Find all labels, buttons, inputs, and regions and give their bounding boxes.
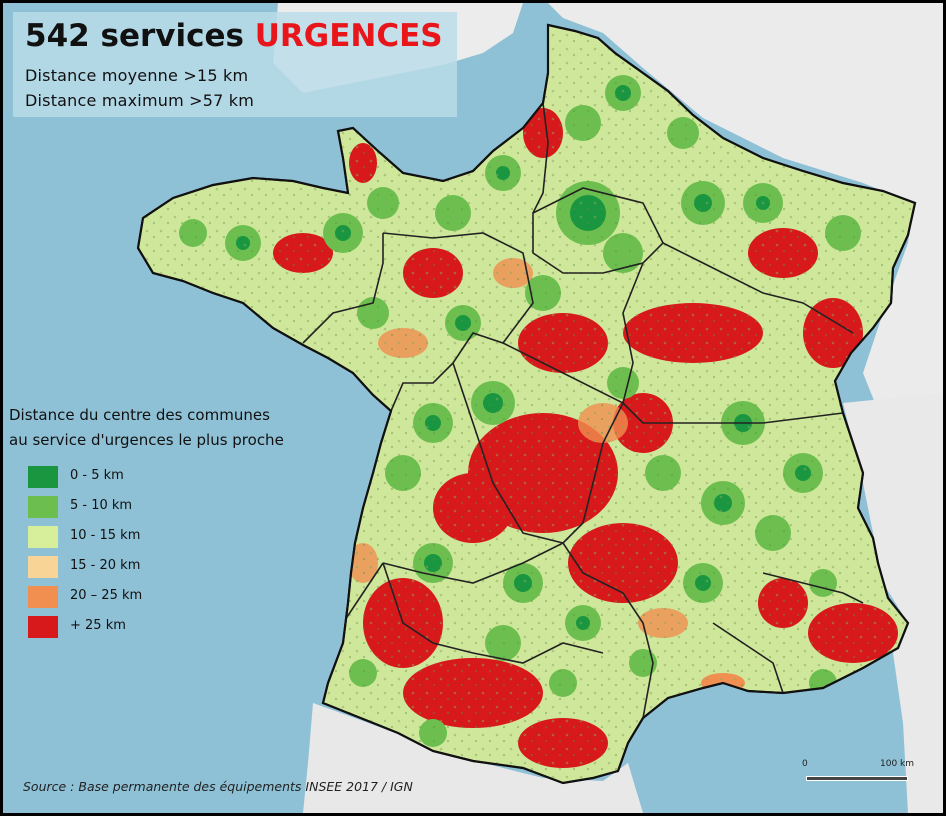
legend-swatch xyxy=(28,466,58,488)
source-note: Source : Base permanente des équipements… xyxy=(23,779,413,794)
scale-bar: 0 100 km xyxy=(798,755,918,785)
france-map xyxy=(136,3,943,813)
legend-title: Distance du centre des communes au servi… xyxy=(9,403,284,453)
region-borders xyxy=(302,102,864,719)
legend-swatch xyxy=(28,556,58,578)
legend-label: 15 - 20 km xyxy=(70,558,141,573)
page-title: 542 services URGENCES xyxy=(25,18,443,54)
scale-line xyxy=(806,776,908,781)
legend-title-line-2: au service d'urgences le plus proche xyxy=(9,431,284,449)
legend-label: 5 - 10 km xyxy=(70,498,133,513)
title-count: 542 services xyxy=(25,18,244,54)
title-highlight: URGENCES xyxy=(254,18,443,54)
scale-max-label: 100 km xyxy=(880,759,915,769)
subtitle-max-distance: Distance maximum >57 km xyxy=(25,91,255,110)
legend-label: 0 - 5 km xyxy=(70,468,124,483)
legend-swatch xyxy=(28,616,58,638)
legend-title-line-1: Distance du centre des communes xyxy=(9,406,270,424)
scale-zero-label: 0 xyxy=(802,759,808,769)
title-panel: 542 services URGENCES Distance moyenne >… xyxy=(13,12,457,117)
france-outline xyxy=(136,23,917,785)
legend-swatch xyxy=(28,526,58,548)
map-frame: 542 services URGENCES Distance moyenne >… xyxy=(3,3,943,813)
subtitle-average-distance: Distance moyenne >15 km xyxy=(25,66,249,85)
legend-label: + 25 km xyxy=(70,618,126,633)
legend-swatch xyxy=(28,586,58,608)
legend-label: 10 - 15 km xyxy=(70,528,141,543)
legend-swatch xyxy=(28,496,58,518)
legend-label: 20 – 25 km xyxy=(70,588,143,603)
